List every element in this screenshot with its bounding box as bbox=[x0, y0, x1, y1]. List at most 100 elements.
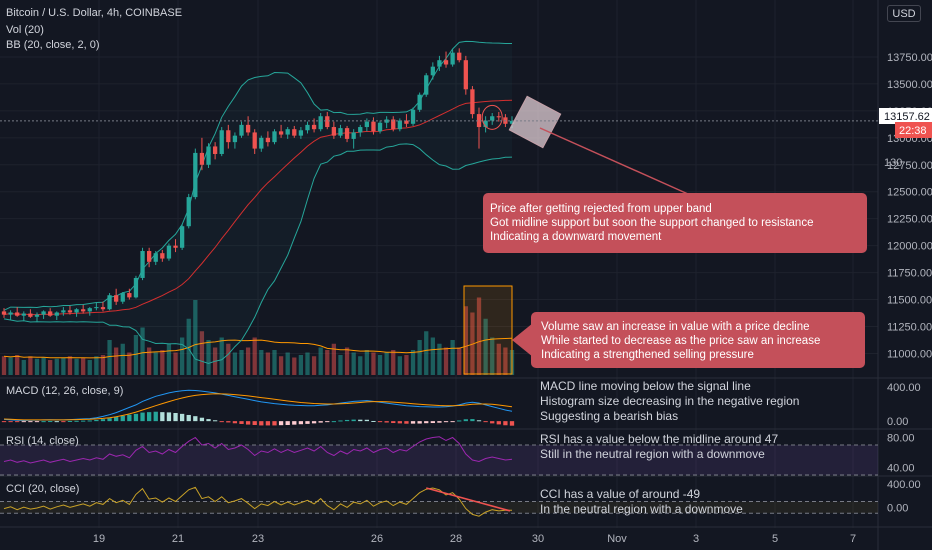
candle-body bbox=[410, 109, 416, 124]
volume-bar bbox=[278, 356, 284, 375]
time-axis-tick: 23 bbox=[252, 533, 264, 545]
price-axis-tick: 12250.00 bbox=[887, 214, 932, 226]
candle-body bbox=[48, 311, 53, 316]
currency-button[interactable]: USD bbox=[887, 5, 921, 22]
candle-body bbox=[232, 135, 238, 143]
volume-bar bbox=[179, 337, 185, 375]
annotations: Price after getting rejected from upper … bbox=[463, 95, 867, 516]
volume-bar bbox=[450, 340, 455, 375]
volume-bar bbox=[186, 318, 191, 375]
candle-body bbox=[140, 251, 145, 278]
volume-bar bbox=[87, 360, 92, 375]
candle-body bbox=[318, 116, 323, 130]
volume-bar bbox=[226, 343, 231, 375]
volume-bar bbox=[424, 331, 429, 375]
candle-body bbox=[67, 310, 73, 313]
volume-bar bbox=[377, 355, 383, 375]
candle-body bbox=[28, 313, 33, 317]
volume-bar bbox=[391, 350, 396, 375]
candle-body bbox=[133, 277, 139, 298]
macd-note-line: Histogram size decreasing in the negativ… bbox=[540, 394, 799, 408]
candle-body bbox=[100, 307, 106, 310]
candle-body bbox=[252, 132, 257, 149]
macd-histogram-bar bbox=[107, 418, 112, 422]
candle-body bbox=[509, 120, 515, 124]
candle-body bbox=[331, 127, 337, 136]
candle-body bbox=[437, 60, 442, 67]
rejection-circle bbox=[481, 104, 503, 130]
volume-bar bbox=[463, 306, 468, 375]
countdown-value: 22:38 bbox=[899, 125, 927, 137]
time-axis-tick: 7 bbox=[850, 533, 856, 545]
candle-body bbox=[94, 307, 99, 309]
volume-bar bbox=[272, 350, 277, 375]
candle-body bbox=[212, 146, 218, 154]
candle-body bbox=[199, 152, 205, 165]
macd-histogram-bar bbox=[127, 414, 132, 422]
macd-histogram-bar bbox=[186, 414, 191, 422]
macd-histogram-bar bbox=[496, 421, 501, 425]
volume-bar bbox=[358, 356, 363, 375]
volume-bar bbox=[100, 355, 106, 375]
price-axis-tick: 13500.00 bbox=[887, 79, 932, 91]
volume-bar bbox=[265, 352, 271, 375]
cci-pane: CCI (20, close) bbox=[0, 483, 878, 517]
macd-histogram-bar bbox=[476, 420, 482, 422]
macd-histogram-bar bbox=[311, 421, 317, 424]
volume-moving-average bbox=[3, 337, 513, 359]
volume-bar bbox=[318, 347, 323, 375]
price-note-pointer bbox=[539, 127, 689, 195]
candle-body bbox=[404, 120, 409, 124]
macd-histogram-bar bbox=[430, 421, 435, 424]
macd-histogram-bar bbox=[265, 421, 271, 426]
volume-bar bbox=[443, 347, 449, 375]
candle-body bbox=[193, 152, 198, 198]
volume-bar bbox=[404, 355, 409, 375]
candle-body bbox=[146, 251, 152, 262]
rsi-note-line: RSI has a value below the midline around… bbox=[540, 432, 778, 446]
last-price-tag bbox=[879, 108, 932, 124]
macd-histogram-bar bbox=[74, 420, 79, 422]
candle-body bbox=[173, 245, 178, 248]
volume-bar bbox=[292, 357, 297, 375]
cci-band-fill bbox=[0, 501, 878, 514]
volume-bar bbox=[107, 340, 112, 375]
price-axis-tick: 12750.00 bbox=[887, 160, 932, 172]
candle-body bbox=[272, 131, 277, 143]
macd-histogram-bar bbox=[114, 417, 119, 422]
volume-bar bbox=[206, 340, 211, 375]
candle-body bbox=[450, 52, 455, 65]
volume-bar bbox=[503, 347, 508, 375]
volume-bar bbox=[410, 350, 416, 375]
volume-bar bbox=[21, 360, 26, 375]
cci-axis-tick: 0.00 bbox=[887, 502, 908, 514]
macd-histogram-bar bbox=[450, 421, 455, 423]
candle-body bbox=[226, 130, 231, 143]
volume-note-line: Indicating a strengthened selling pressu… bbox=[541, 349, 754, 361]
candle-body bbox=[166, 245, 172, 259]
candle-body bbox=[15, 312, 20, 316]
price-axis-tick: 11500.00 bbox=[887, 295, 932, 307]
candle-body bbox=[391, 119, 396, 130]
macd-histogram-bar bbox=[120, 415, 125, 422]
volume-bar bbox=[483, 318, 488, 375]
candle-body bbox=[305, 124, 310, 131]
bollinger-indicator-label[interactable]: BB (20, close, 2, 0) bbox=[6, 39, 100, 51]
time-axis-tick: 28 bbox=[450, 533, 462, 545]
candle-body bbox=[34, 314, 40, 317]
candle-body bbox=[41, 311, 46, 315]
candle-body bbox=[8, 312, 13, 315]
macd-histogram-bar bbox=[252, 421, 257, 425]
candle-body bbox=[1, 311, 7, 315]
candle-body bbox=[219, 130, 224, 154]
bollinger-lower-band bbox=[3, 143, 513, 365]
volume-bar bbox=[490, 337, 495, 375]
cci-trend-line bbox=[426, 487, 511, 512]
candle-body bbox=[265, 137, 271, 143]
volume-bar bbox=[437, 343, 442, 375]
candle-body bbox=[278, 131, 284, 135]
rsi-line bbox=[3, 436, 513, 464]
macd-histogram-bar bbox=[1, 421, 7, 423]
volume-bar bbox=[338, 355, 343, 375]
volume-indicator-label[interactable]: Vol (20) bbox=[6, 24, 44, 36]
